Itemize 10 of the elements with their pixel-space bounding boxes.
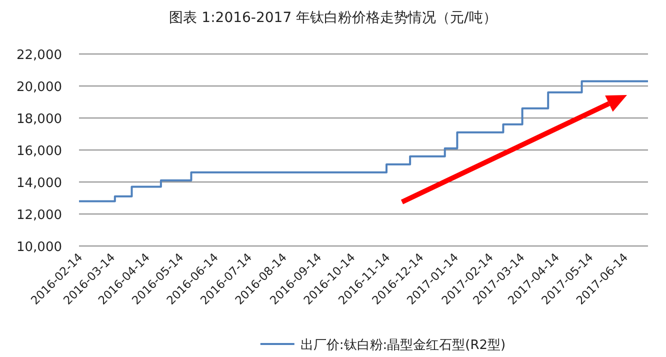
y-tick-label: 22,000 (16, 48, 62, 63)
y-tick-label: 10,000 (16, 240, 62, 255)
y-tick-label: 16,000 (16, 144, 62, 159)
chart-title: 图表 1:2016-2017 年钛白粉价格走势情况（元/吨） (169, 10, 497, 26)
y-tick-label: 12,000 (16, 208, 62, 223)
legend-label: 出厂价:钛白粉:晶型金红石型(R2型) (300, 338, 506, 353)
y-tick-label: 20,000 (16, 80, 62, 95)
y-tick-label: 18,000 (16, 112, 62, 127)
y-tick-label: 14,000 (16, 176, 62, 191)
legend: 出厂价:钛白粉:晶型金红石型(R2型) (260, 338, 506, 353)
